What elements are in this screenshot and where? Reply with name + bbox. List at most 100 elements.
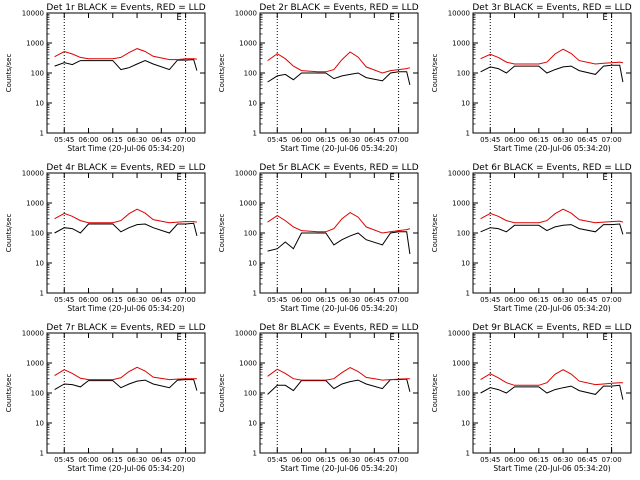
series-lld-line <box>480 48 623 65</box>
x-tick-label: 06:15 <box>529 296 549 304</box>
x-tick-label: 06:30 <box>553 296 573 304</box>
x-tick-label: 06:00 <box>504 136 524 144</box>
detector-panel-6: Det 6r BLACK = Events, RED = LLD 1 10 100 10… <box>426 160 639 320</box>
x-tick-label: 05:45 <box>480 456 500 464</box>
series-lld-line <box>480 208 624 224</box>
series-events-line <box>267 378 411 395</box>
series-lld-line <box>54 366 197 381</box>
y-tick-label: 1 <box>40 130 44 138</box>
x-tick-label: 06:30 <box>553 136 573 144</box>
x-tick-label: 05:45 <box>267 136 287 144</box>
y-tick-label: 100 <box>457 230 470 238</box>
x-tick-label: 06:00 <box>291 296 311 304</box>
y-tick-label: 1000 <box>452 200 470 208</box>
chart-svg: Det 8r BLACK = Events, RED = LLD 1 10 100 10… <box>218 323 419 473</box>
x-tick-label: 07:00 <box>175 136 195 144</box>
x-axis-title: Start Time (20-Jul-06 05:34:20) <box>493 144 610 153</box>
y-tick-label: 10000 <box>235 330 257 338</box>
x-tick-label: 06:45 <box>364 456 384 464</box>
series-events-line <box>54 379 198 391</box>
chart-title: Det 1r BLACK = Events, RED = LLD <box>46 3 205 13</box>
x-tick-label: 06:00 <box>504 456 524 464</box>
chart-svg: Det 7r BLACK = Events, RED = LLD 1 10 100 10… <box>5 323 206 473</box>
y-axis-title: Counts/sec <box>218 54 226 93</box>
chart-svg: Det 6r BLACK = Events, RED = LLD 1 10 100 10… <box>431 163 632 313</box>
y-axis-title: Counts/sec <box>5 374 13 413</box>
x-tick-label: 05:45 <box>480 296 500 304</box>
x-tick-label: 06:30 <box>553 456 573 464</box>
chart-title: Det 8r BLACK = Events, RED = LLD <box>259 323 418 333</box>
x-axis-title: Start Time (20-Jul-06 05:34:20) <box>280 464 397 473</box>
y-axis-title: Counts/sec <box>431 214 439 253</box>
y-tick-label: 1000 <box>26 360 44 368</box>
series-events-line <box>480 64 624 83</box>
x-tick-label: 07:00 <box>601 136 621 144</box>
x-tick-label: 06:45 <box>364 296 384 304</box>
y-tick-label: 100 <box>244 230 257 238</box>
y-tick-label: 1000 <box>452 360 470 368</box>
series-events-line <box>54 59 198 71</box>
y-tick-label: 10 <box>35 420 44 428</box>
y-tick-label: 10 <box>248 260 257 268</box>
series-lld-line <box>267 212 411 234</box>
chart-svg: Det 4r BLACK = Events, RED = LLD 1 10 100 10… <box>5 163 206 313</box>
detector-panel-2: Det 2r BLACK = Events, RED = LLD 1 10 100 10… <box>213 0 426 160</box>
y-tick-label: 1000 <box>239 360 257 368</box>
chart-svg: Det 5r BLACK = Events, RED = LLD 1 10 100 10… <box>218 163 419 313</box>
marker-label: E <box>602 13 607 23</box>
y-tick-label: 1 <box>40 290 44 298</box>
y-tick-label: 10000 <box>22 170 44 178</box>
detector-panel-5: Det 5r BLACK = Events, RED = LLD 1 10 100 10… <box>213 160 426 320</box>
x-tick-label: 07:00 <box>601 456 621 464</box>
y-axis-title: Counts/sec <box>431 374 439 413</box>
x-tick-label: 05:45 <box>480 136 500 144</box>
x-tick-label: 05:45 <box>54 136 74 144</box>
x-tick-label: 06:30 <box>340 136 360 144</box>
y-tick-label: 1 <box>253 290 257 298</box>
y-tick-label: 1 <box>466 290 470 298</box>
y-tick-label: 10000 <box>22 330 44 338</box>
y-tick-label: 100 <box>31 230 44 238</box>
marker-label: E <box>602 333 607 343</box>
x-tick-label: 07:00 <box>388 456 408 464</box>
chart-svg: Det 9r BLACK = Events, RED = LLD 1 10 100 10… <box>431 323 632 473</box>
y-tick-label: 100 <box>31 390 44 398</box>
x-axis-title: Start Time (20-Jul-06 05:34:20) <box>67 144 184 153</box>
x-tick-label: 06:15 <box>529 136 549 144</box>
x-tick-label: 06:30 <box>127 136 147 144</box>
y-tick-label: 1000 <box>26 200 44 208</box>
y-tick-label: 10 <box>35 100 44 108</box>
detector-panel-3: Det 3r BLACK = Events, RED = LLD 1 10 100 10… <box>426 0 639 160</box>
y-tick-label: 10000 <box>235 10 257 18</box>
x-tick-label: 06:15 <box>103 296 123 304</box>
x-tick-label: 06:00 <box>291 456 311 464</box>
chart-title: Det 6r BLACK = Events, RED = LLD <box>472 163 631 173</box>
series-lld-line <box>267 51 411 74</box>
marker-label: E <box>389 333 394 343</box>
marker-label: E <box>176 333 181 343</box>
chart-title: Det 9r BLACK = Events, RED = LLD <box>472 323 631 333</box>
x-tick-label: 06:45 <box>577 456 597 464</box>
y-tick-label: 1000 <box>239 40 257 48</box>
x-tick-label: 06:15 <box>103 456 123 464</box>
y-tick-label: 1 <box>466 130 470 138</box>
plot-frame <box>472 172 632 294</box>
x-tick-label: 07:00 <box>388 136 408 144</box>
y-tick-label: 10000 <box>22 10 44 18</box>
x-axis-title: Start Time (20-Jul-06 05:34:20) <box>280 144 397 153</box>
x-tick-label: 05:45 <box>267 456 287 464</box>
y-axis-title: Counts/sec <box>218 214 226 253</box>
y-tick-label: 100 <box>31 70 44 78</box>
chart-svg: Det 3r BLACK = Events, RED = LLD 1 10 100 10… <box>431 3 632 153</box>
y-tick-label: 1000 <box>26 40 44 48</box>
x-axis-title: Start Time (20-Jul-06 05:34:20) <box>493 464 610 473</box>
detector-panel-8: Det 8r BLACK = Events, RED = LLD 1 10 100 10… <box>213 320 426 480</box>
series-events-line <box>54 222 198 237</box>
y-tick-label: 1 <box>466 450 470 458</box>
detector-panel-1: Det 1r BLACK = Events, RED = LLD 1 10 100 10… <box>0 0 213 160</box>
y-tick-label: 1 <box>40 450 44 458</box>
x-tick-label: 06:45 <box>151 296 171 304</box>
x-tick-label: 07:00 <box>388 296 408 304</box>
y-axis-title: Counts/sec <box>431 54 439 93</box>
